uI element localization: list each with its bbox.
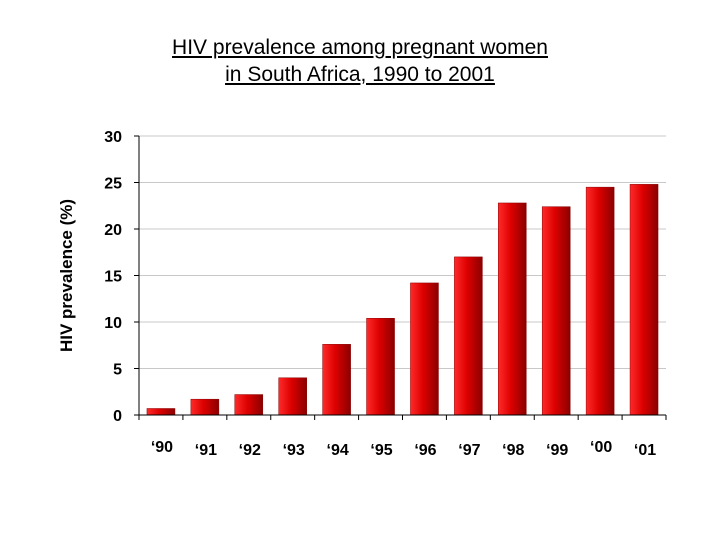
chart-title: HIV prevalence among pregnant women in S… xyxy=(0,34,720,88)
gridlines xyxy=(139,135,666,369)
y-tick-label: 10 xyxy=(104,315,122,332)
axes xyxy=(134,135,667,420)
bar-8 xyxy=(498,202,527,416)
bar-5 xyxy=(366,318,395,416)
chart-title-line2: in South Africa, 1990 to 2001 xyxy=(225,63,495,86)
y-axis-label: HIV prevalence (%) xyxy=(57,199,76,352)
x-tick-label: ‘95 xyxy=(370,442,392,459)
x-tick-label: ‘96 xyxy=(414,442,436,459)
bars xyxy=(146,184,659,416)
bar-11 xyxy=(629,184,659,416)
bar-3 xyxy=(278,377,307,416)
y-tick-label: 15 xyxy=(104,269,122,286)
x-tick-label: ‘98 xyxy=(502,442,524,459)
chart-title-line1: HIV prevalence among pregnant women xyxy=(172,36,548,59)
y-tick-label: 20 xyxy=(104,222,122,239)
y-tick-label: 30 xyxy=(104,129,122,146)
bar-4 xyxy=(322,344,351,416)
x-tick-label: ‘00 xyxy=(590,439,612,456)
x-tick-label: ‘94 xyxy=(327,442,349,459)
y-tick-label: 0 xyxy=(113,408,122,425)
x-tick-label: ‘93 xyxy=(283,442,305,459)
x-tick-label: ‘92 xyxy=(239,442,261,459)
bar-9 xyxy=(541,206,571,416)
x-tick-label: ‘97 xyxy=(458,442,480,459)
bar-2 xyxy=(234,394,264,416)
x-tick-label: ‘91 xyxy=(195,442,217,459)
bar-7 xyxy=(454,256,483,416)
y-tick-label: 25 xyxy=(104,176,122,193)
bar-10 xyxy=(585,186,615,416)
x-tick-label: ‘99 xyxy=(546,442,568,459)
bar-6 xyxy=(410,282,439,416)
y-tick-label: 5 xyxy=(113,362,122,379)
x-tick-labels: ‘90 ‘91 ‘92 ‘93 ‘94 ‘95 ‘96 ‘97 ‘98 ‘99 ‘00 ‘01 xyxy=(151,439,656,459)
bar-1 xyxy=(190,398,220,416)
x-tick-label: ‘01 xyxy=(634,442,656,459)
y-tick-labels: 0 5 10 15 20 25 30 xyxy=(104,129,122,425)
bar-0 xyxy=(146,408,176,416)
x-tick-label: ‘90 xyxy=(151,439,173,456)
